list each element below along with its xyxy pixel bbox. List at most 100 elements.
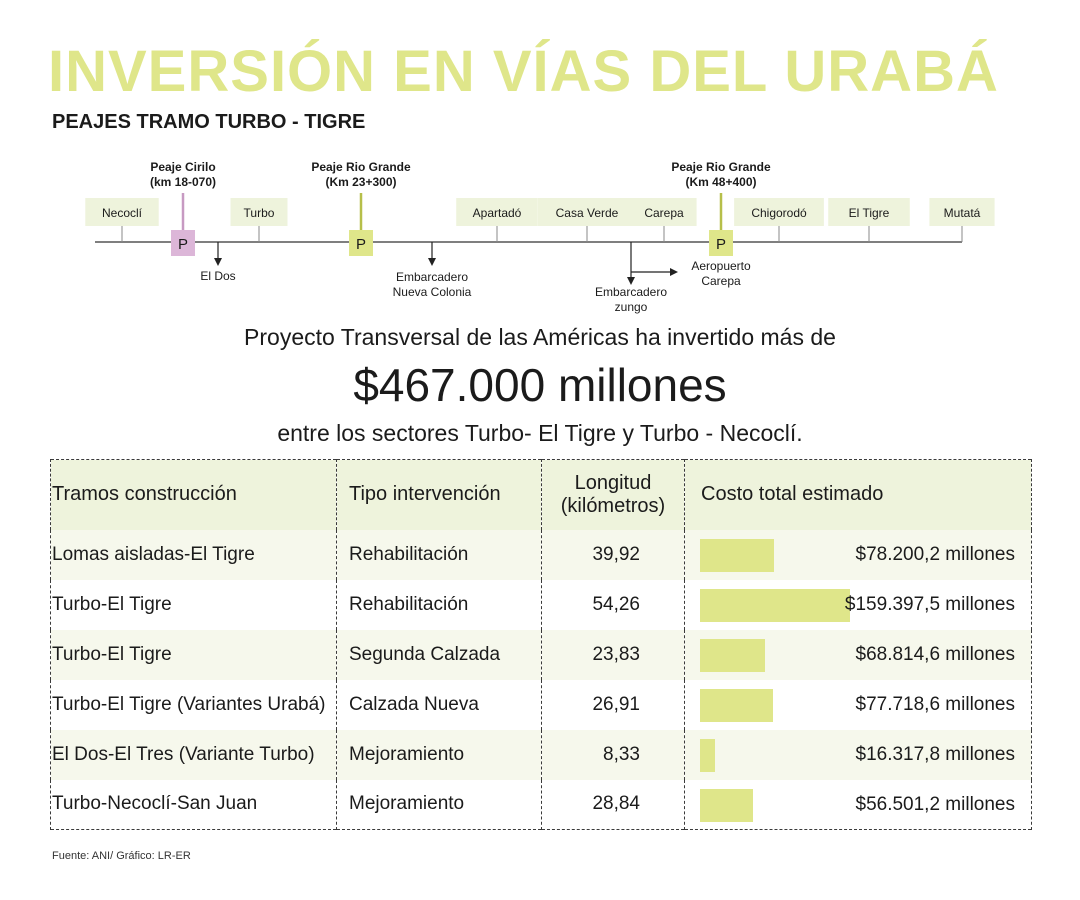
toll-name: Peaje Cirilo <box>150 160 215 174</box>
cell-longitud: 28,84 <box>541 779 685 830</box>
toll-marker <box>171 230 195 256</box>
cost-label: $77.718,6 millones <box>855 693 1016 715</box>
toll-marker <box>709 230 733 256</box>
table-row: El Dos-El Tres (Variante Turbo) Mejoramie… <box>50 729 1032 780</box>
cell-costo: $56.501,2 millones <box>684 779 1032 830</box>
cell-longitud: 54,26 <box>541 579 685 630</box>
cell-longitud: 26,91 <box>541 679 685 730</box>
town-7: Mutatá <box>929 198 995 242</box>
cell-tramo: Turbo-Necoclí-San Juan <box>50 779 337 830</box>
page-subtitle: PEAJES TRAMO TURBO - TIGRE <box>52 111 366 133</box>
town-5: Chigorodó <box>734 198 824 242</box>
town-label: Necoclí <box>102 206 143 220</box>
cell-tramo: Lomas aisladas-El Tigre <box>50 529 337 580</box>
cell-costo: $77.718,6 millones <box>684 679 1032 730</box>
cost-bar <box>700 688 774 722</box>
town-label: Mutatá <box>944 206 981 220</box>
table-row: Turbo-El Tigre Rehabilitación 54,26 $159.39… <box>50 579 1032 630</box>
cell-costo: $68.814,6 millones <box>684 629 1032 680</box>
cell-tramo: Turbo-El Tigre <box>50 579 337 630</box>
cell-tipo: Segunda Calzada <box>336 629 542 680</box>
town-label-box <box>456 198 538 226</box>
branch-label: Embarcadero <box>595 285 667 299</box>
page-title: INVERSIÓN EN VÍAS DEL URABÁ <box>48 39 999 104</box>
branch-0: El Dos <box>200 242 236 283</box>
cell-costo: $16.317,8 millones <box>684 729 1032 780</box>
branch-label: Embarcadero <box>396 270 468 284</box>
town-label: Carepa <box>644 206 684 220</box>
table-row: Turbo-El Tigre (Variantes Urabá) Calzada … <box>50 679 1032 730</box>
branch-label: Carepa <box>701 274 741 288</box>
town-label-box <box>538 198 636 226</box>
cell-tramo: Turbo-El Tigre (Variantes Urabá) <box>50 679 337 730</box>
cost-bar <box>700 588 850 622</box>
toll-km: (km 18-070) <box>150 175 216 189</box>
cell-tipo: Rehabilitación <box>336 579 542 630</box>
cost-label: $56.501,2 millones <box>855 793 1016 815</box>
town-label: Casa Verde <box>556 206 619 220</box>
town-label-box <box>230 198 288 226</box>
branch-label: Aeropuerto <box>691 259 751 273</box>
cell-longitud: 8,33 <box>541 729 685 780</box>
toll-km: (Km 48+400) <box>685 175 756 189</box>
toll-marker-letter: P <box>178 236 188 253</box>
branch-label: El Dos <box>200 269 235 283</box>
cell-longitud: 39,92 <box>541 529 685 580</box>
column-header-costo: Costo total estimado <box>684 459 1032 530</box>
town-label-box <box>828 198 910 226</box>
town-4: Carepa <box>631 198 697 242</box>
toll-marker-letter: P <box>356 236 366 253</box>
town-2: Apartadó <box>456 198 538 242</box>
town-1: Turbo <box>230 198 288 242</box>
headline-sectors: entre los sectores Turbo- El Tigre y Tur… <box>277 420 803 446</box>
headline-intro: Proyecto Transversal de las Américas ha … <box>244 324 836 350</box>
cost-label: $78.200,2 millones <box>855 543 1016 565</box>
town-label: Turbo <box>244 206 275 220</box>
cell-costo: $78.200,2 millones <box>684 529 1032 580</box>
cost-bar <box>700 638 765 672</box>
town-0: Necoclí <box>85 198 159 242</box>
column-header-longitud: Longitud (kilómetros) <box>541 459 685 530</box>
cost-table: Tramos construcción Tipo intervención Lo… <box>50 459 1032 830</box>
cost-label: $16.317,8 millones <box>855 743 1016 765</box>
table-row: Lomas aisladas-El Tigre Rehabilitación 39,… <box>50 529 1032 580</box>
cell-longitud: 23,83 <box>541 629 685 680</box>
town-label: Apartadó <box>473 206 522 220</box>
toll-marker-letter: P <box>716 236 726 253</box>
toll-name: Peaje Rio Grande <box>671 160 771 174</box>
toll-1: Peaje Rio Grande(Km 23+300) P <box>311 160 411 256</box>
source-note: Fuente: ANI/ Gráfico: LR-ER <box>52 850 191 862</box>
toll-km: (Km 23+300) <box>325 175 396 189</box>
cell-tipo: Calzada Nueva <box>336 679 542 730</box>
cost-label: $68.814,6 millones <box>855 643 1016 665</box>
town-label: Chigorodó <box>751 206 807 220</box>
headline-amount: $467.000 millones <box>353 359 727 411</box>
town-label-box <box>929 198 995 226</box>
branch-label: Nueva Colonia <box>393 285 472 299</box>
branch-label: zungo <box>615 300 648 314</box>
town-label: El Tigre <box>849 206 890 220</box>
toll-0: Peaje Cirilo(km 18-070) P <box>150 160 216 256</box>
town-3: Casa Verde <box>538 198 636 242</box>
table-row: Turbo-El Tigre Segunda Calzada 23,83 $68.81… <box>50 629 1032 680</box>
cell-tipo: Mejoramiento <box>336 729 542 780</box>
column-header-tipo: Tipo intervención <box>336 459 542 530</box>
cell-tipo: Mejoramiento <box>336 779 542 830</box>
toll-2: Peaje Rio Grande(Km 48+400) P <box>671 160 771 256</box>
cell-tramo: Turbo-El Tigre <box>50 629 337 680</box>
table-header-row: Tramos construcción Tipo intervención Lo… <box>50 459 1032 530</box>
toll-name: Peaje Rio Grande <box>311 160 411 174</box>
cell-tipo: Rehabilitación <box>336 529 542 580</box>
town-label-box <box>631 198 697 226</box>
column-header-longitud-line2: (kilómetros) <box>560 494 666 517</box>
town-label-box <box>734 198 824 226</box>
table-row: Turbo-Necoclí-San Juan Mejoramiento 28,84 $… <box>50 779 1032 830</box>
column-header-tramo: Tramos construcción <box>50 459 337 530</box>
toll-marker <box>349 230 373 256</box>
column-header-longitud-line1: Longitud <box>574 471 652 494</box>
town-label-box <box>85 198 159 226</box>
cost-label: $159.397,5 millones <box>844 593 1015 615</box>
